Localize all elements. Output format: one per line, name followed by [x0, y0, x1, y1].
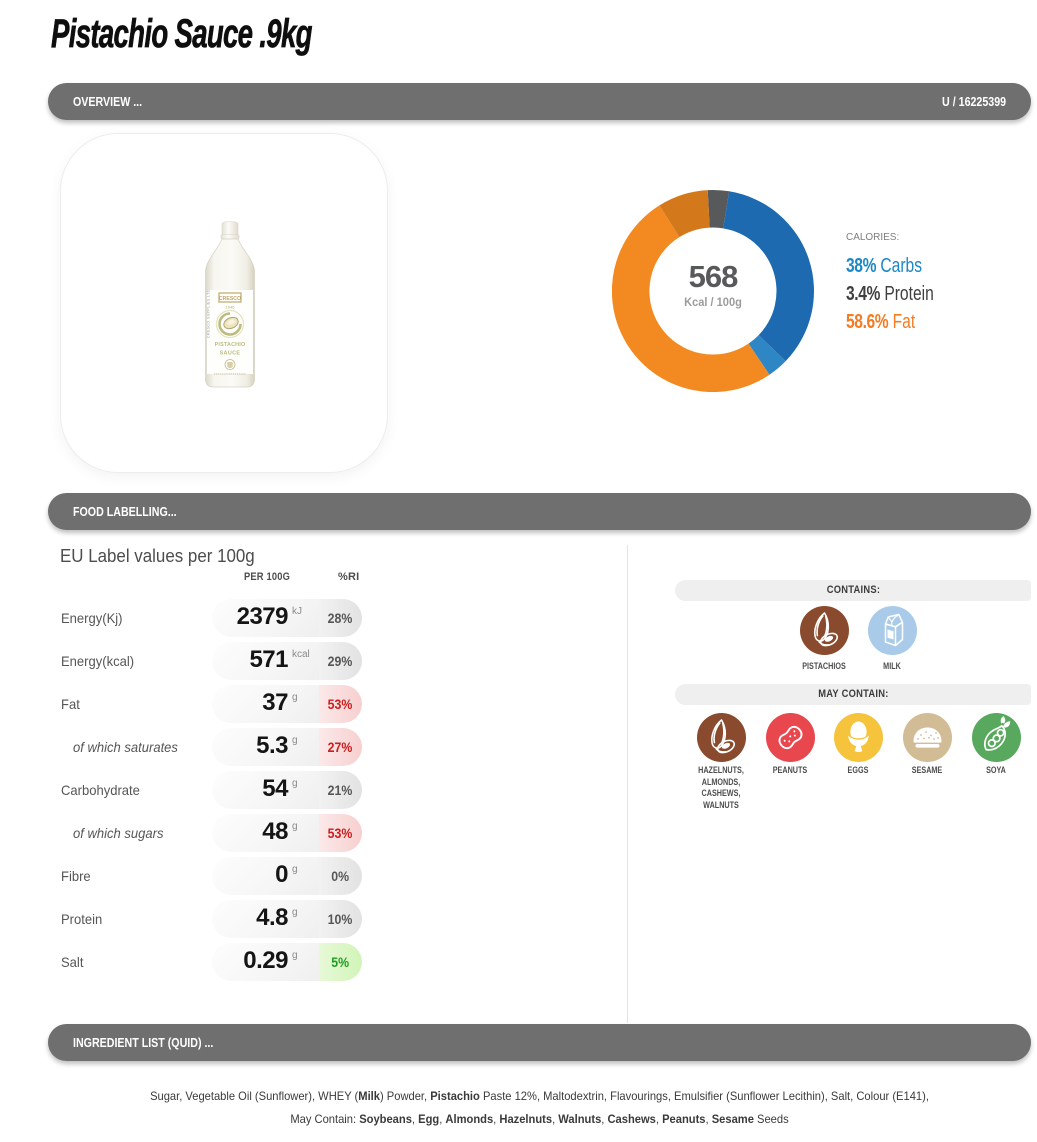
svg-text:CRESCO SUPPLIES LTD: CRESCO SUPPLIES LTD [207, 289, 211, 338]
svg-text:PISTACHIO: PISTACHIO [215, 342, 246, 348]
svg-text:1946: 1946 [226, 305, 236, 310]
svg-text:CRESCO: CRESCO [219, 296, 241, 302]
svg-text:SAUCE: SAUCE [220, 351, 241, 357]
